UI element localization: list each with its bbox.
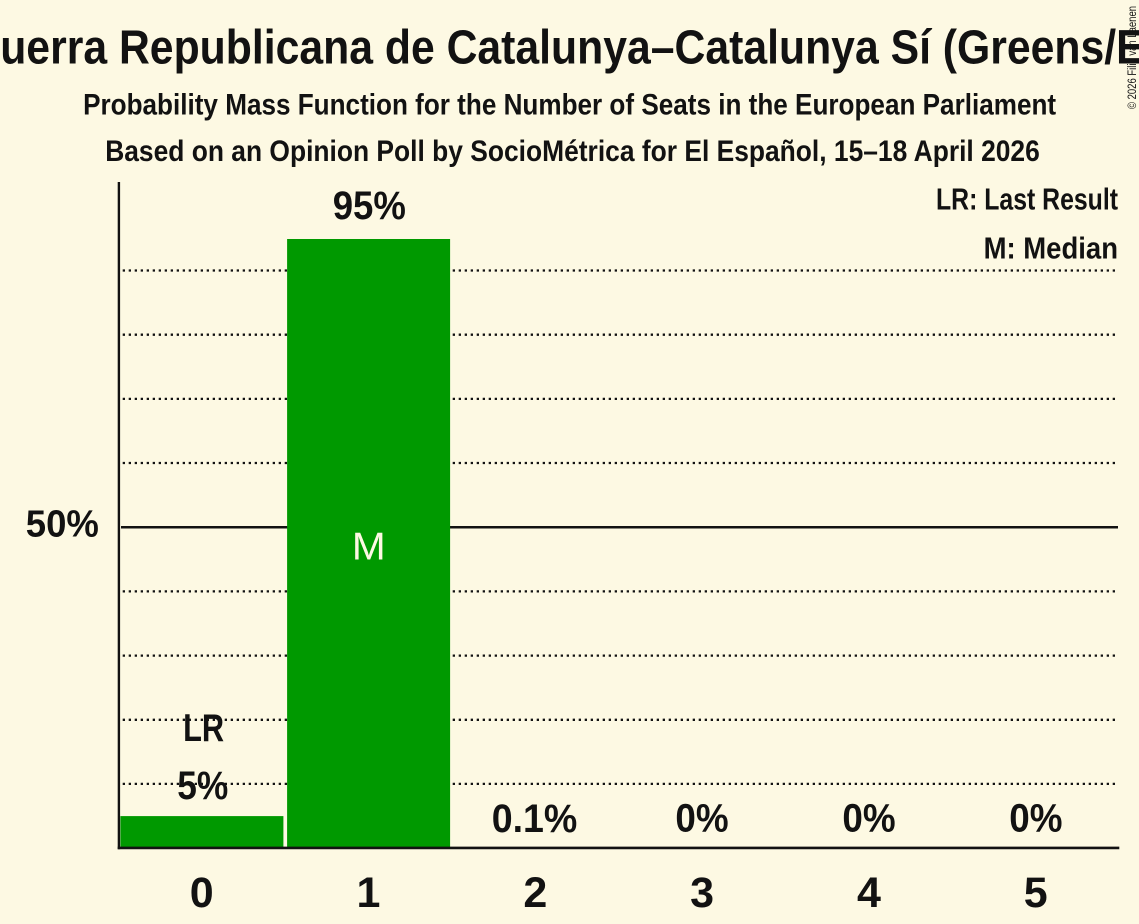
- svg-text:© 2026 Filip van Laenen: © 2026 Filip van Laenen: [1127, 6, 1139, 109]
- svg-text:0%: 0%: [842, 797, 895, 841]
- svg-text:LR: Last Result: LR: Last Result: [936, 182, 1118, 217]
- svg-text:0.1%: 0.1%: [492, 797, 578, 841]
- svg-text:50%: 50%: [26, 503, 99, 545]
- svg-text:0%: 0%: [1009, 797, 1062, 841]
- svg-text:LR: LR: [183, 707, 224, 750]
- svg-text:0: 0: [190, 869, 214, 917]
- svg-text:95%: 95%: [333, 184, 406, 228]
- svg-text:M: Median: M: Median: [984, 230, 1118, 265]
- svg-text:3: 3: [690, 869, 714, 917]
- svg-text:1: 1: [357, 869, 381, 917]
- svg-text:Based on an Opinion Poll by So: Based on an Opinion Poll by SocioMétrica…: [105, 135, 1040, 168]
- svg-text:0%: 0%: [675, 797, 728, 841]
- svg-text:5: 5: [1024, 869, 1048, 917]
- svg-text:4: 4: [857, 869, 881, 917]
- svg-text:M: M: [352, 525, 386, 568]
- svg-text:2: 2: [523, 869, 547, 917]
- svg-text:Esquerra Republicana de Catalu: Esquerra Republicana de Catalunya–Catalu…: [0, 21, 1139, 75]
- svg-text:Probability Mass Function for: Probability Mass Function for the Number…: [83, 88, 1056, 121]
- svg-text:5%: 5%: [177, 764, 228, 808]
